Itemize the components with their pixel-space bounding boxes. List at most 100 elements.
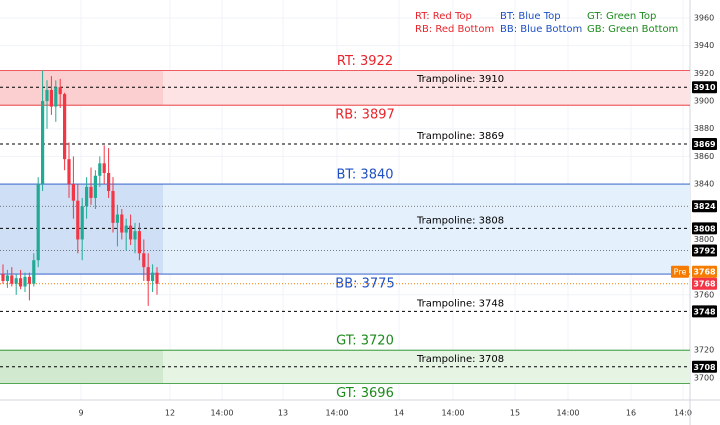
- y-tick-label: 3760: [694, 290, 714, 299]
- price-tag: [692, 200, 717, 213]
- zone-bottom-label: BB: 3775: [335, 277, 394, 292]
- pre-tag: [671, 265, 689, 278]
- candle-body: [45, 89, 49, 102]
- pre-price-tag-text: 3768: [693, 268, 716, 277]
- candle-body: [58, 87, 62, 95]
- candle-body: [115, 214, 119, 223]
- price-tag-text: 3792: [693, 247, 715, 256]
- trampoline-label: Trampoline: 3808: [416, 215, 504, 226]
- price-tag: [692, 137, 717, 150]
- price-tag: [692, 305, 717, 318]
- price-tag-text: 3748: [693, 307, 716, 316]
- candle-body: [89, 186, 93, 198]
- candle-body: [80, 206, 84, 240]
- candle-body: [41, 101, 45, 185]
- x-tick-label: 14:00: [556, 409, 579, 418]
- candle-body: [54, 87, 58, 107]
- price-tag-text: 3869: [693, 140, 716, 149]
- price-tag-text: 3708: [693, 363, 716, 372]
- zone: [0, 184, 690, 275]
- candle-body: [19, 278, 23, 287]
- candle-body: [85, 186, 89, 207]
- candle-body: [49, 89, 53, 107]
- candle-body: [129, 225, 133, 240]
- candle-body: [120, 214, 124, 233]
- candle-body: [98, 163, 102, 176]
- trampoline-label: Trampoline: 3748: [416, 298, 504, 309]
- candle-body: [10, 275, 14, 284]
- x-tick-label: 9: [78, 409, 83, 418]
- price-tag-text: 3910: [693, 83, 716, 92]
- y-tick-label: 3700: [694, 373, 714, 382]
- price-tag: [692, 360, 717, 373]
- price-tag: [692, 81, 717, 94]
- candle-body: [63, 94, 67, 160]
- zone-top-label: RT: 3922: [337, 54, 393, 69]
- y-tick-label: 3720: [694, 346, 714, 355]
- zone-bottom-label: RB: 3897: [335, 108, 395, 123]
- x-tick-label: 15: [510, 409, 520, 418]
- candle-body: [142, 253, 146, 268]
- y-tick-label: 3900: [694, 97, 714, 106]
- x-tick-label: 14:00: [210, 409, 233, 418]
- price-tag: [692, 244, 717, 257]
- zone-history: [0, 70, 163, 106]
- x-tick-label: 14: [394, 409, 404, 418]
- y-tick-label: 3960: [694, 13, 714, 22]
- trampoline-label: Trampoline: 3869: [416, 131, 504, 142]
- zone-bottom-label: GT: 3696: [336, 386, 394, 401]
- x-tick-label: 16: [626, 409, 636, 418]
- candle-body: [14, 278, 18, 284]
- last-price-tag-text: 3768: [693, 280, 716, 289]
- candle-body: [36, 184, 40, 261]
- trampoline-label: Trampoline: 3708: [416, 354, 504, 365]
- y-tick-label: 3880: [694, 124, 714, 133]
- candle-body: [111, 191, 115, 223]
- legend-entry: GB: Green Bottom: [587, 24, 678, 35]
- legend-entry: RT: Red Top: [415, 11, 472, 22]
- candle-body: [107, 173, 111, 192]
- candle-body: [102, 163, 106, 174]
- y-tick-label: 3920: [694, 69, 714, 78]
- legend-entry: GT: Green Top: [587, 11, 656, 22]
- candle-body: [23, 276, 27, 287]
- pre-price-tag: [692, 265, 717, 278]
- y-tick-label: 3840: [694, 180, 714, 189]
- zone-top-label: BT: 3840: [336, 168, 393, 183]
- zone: [0, 70, 690, 106]
- candle-body: [71, 184, 75, 201]
- x-tick-label: 14:0: [674, 409, 692, 418]
- candle-body: [133, 231, 137, 240]
- candle-body: [76, 200, 80, 240]
- candle-body: [67, 159, 71, 185]
- price-tag-text: 3824: [693, 202, 716, 211]
- candle-body: [151, 272, 155, 281]
- price-tag: [692, 222, 717, 235]
- candle-body: [32, 260, 36, 284]
- candle-body: [93, 175, 97, 198]
- candle-body: [1, 274, 5, 281]
- legend-entry: RB: Red Bottom: [415, 24, 494, 35]
- x-tick-label: 12: [165, 409, 175, 418]
- y-tick-label: 3860: [694, 152, 714, 161]
- trampoline-label: Trampoline: 3910: [416, 74, 504, 85]
- y-tick-label: 3940: [694, 41, 714, 50]
- y-tick-label: 3800: [694, 235, 714, 244]
- legend-entry: BB: Blue Bottom: [500, 24, 582, 35]
- candle-body: [155, 272, 159, 284]
- last-price-tag: [692, 277, 717, 290]
- candle-body: [137, 231, 141, 254]
- price-tag-text: 3808: [693, 224, 716, 233]
- candle-body: [146, 267, 150, 281]
- pre-tag-text: Pre: [674, 268, 687, 277]
- candle-body: [5, 275, 9, 281]
- zone-history: [0, 350, 163, 384]
- x-tick-label: 13: [278, 409, 288, 418]
- zone-top-label: GT: 3720: [336, 334, 394, 349]
- candle-body: [27, 276, 31, 284]
- x-tick-label: 14:00: [325, 409, 348, 418]
- x-tick-label: 14:00: [441, 409, 464, 418]
- legend-entry: BT: Blue Top: [500, 11, 561, 22]
- candle-body: [124, 225, 128, 233]
